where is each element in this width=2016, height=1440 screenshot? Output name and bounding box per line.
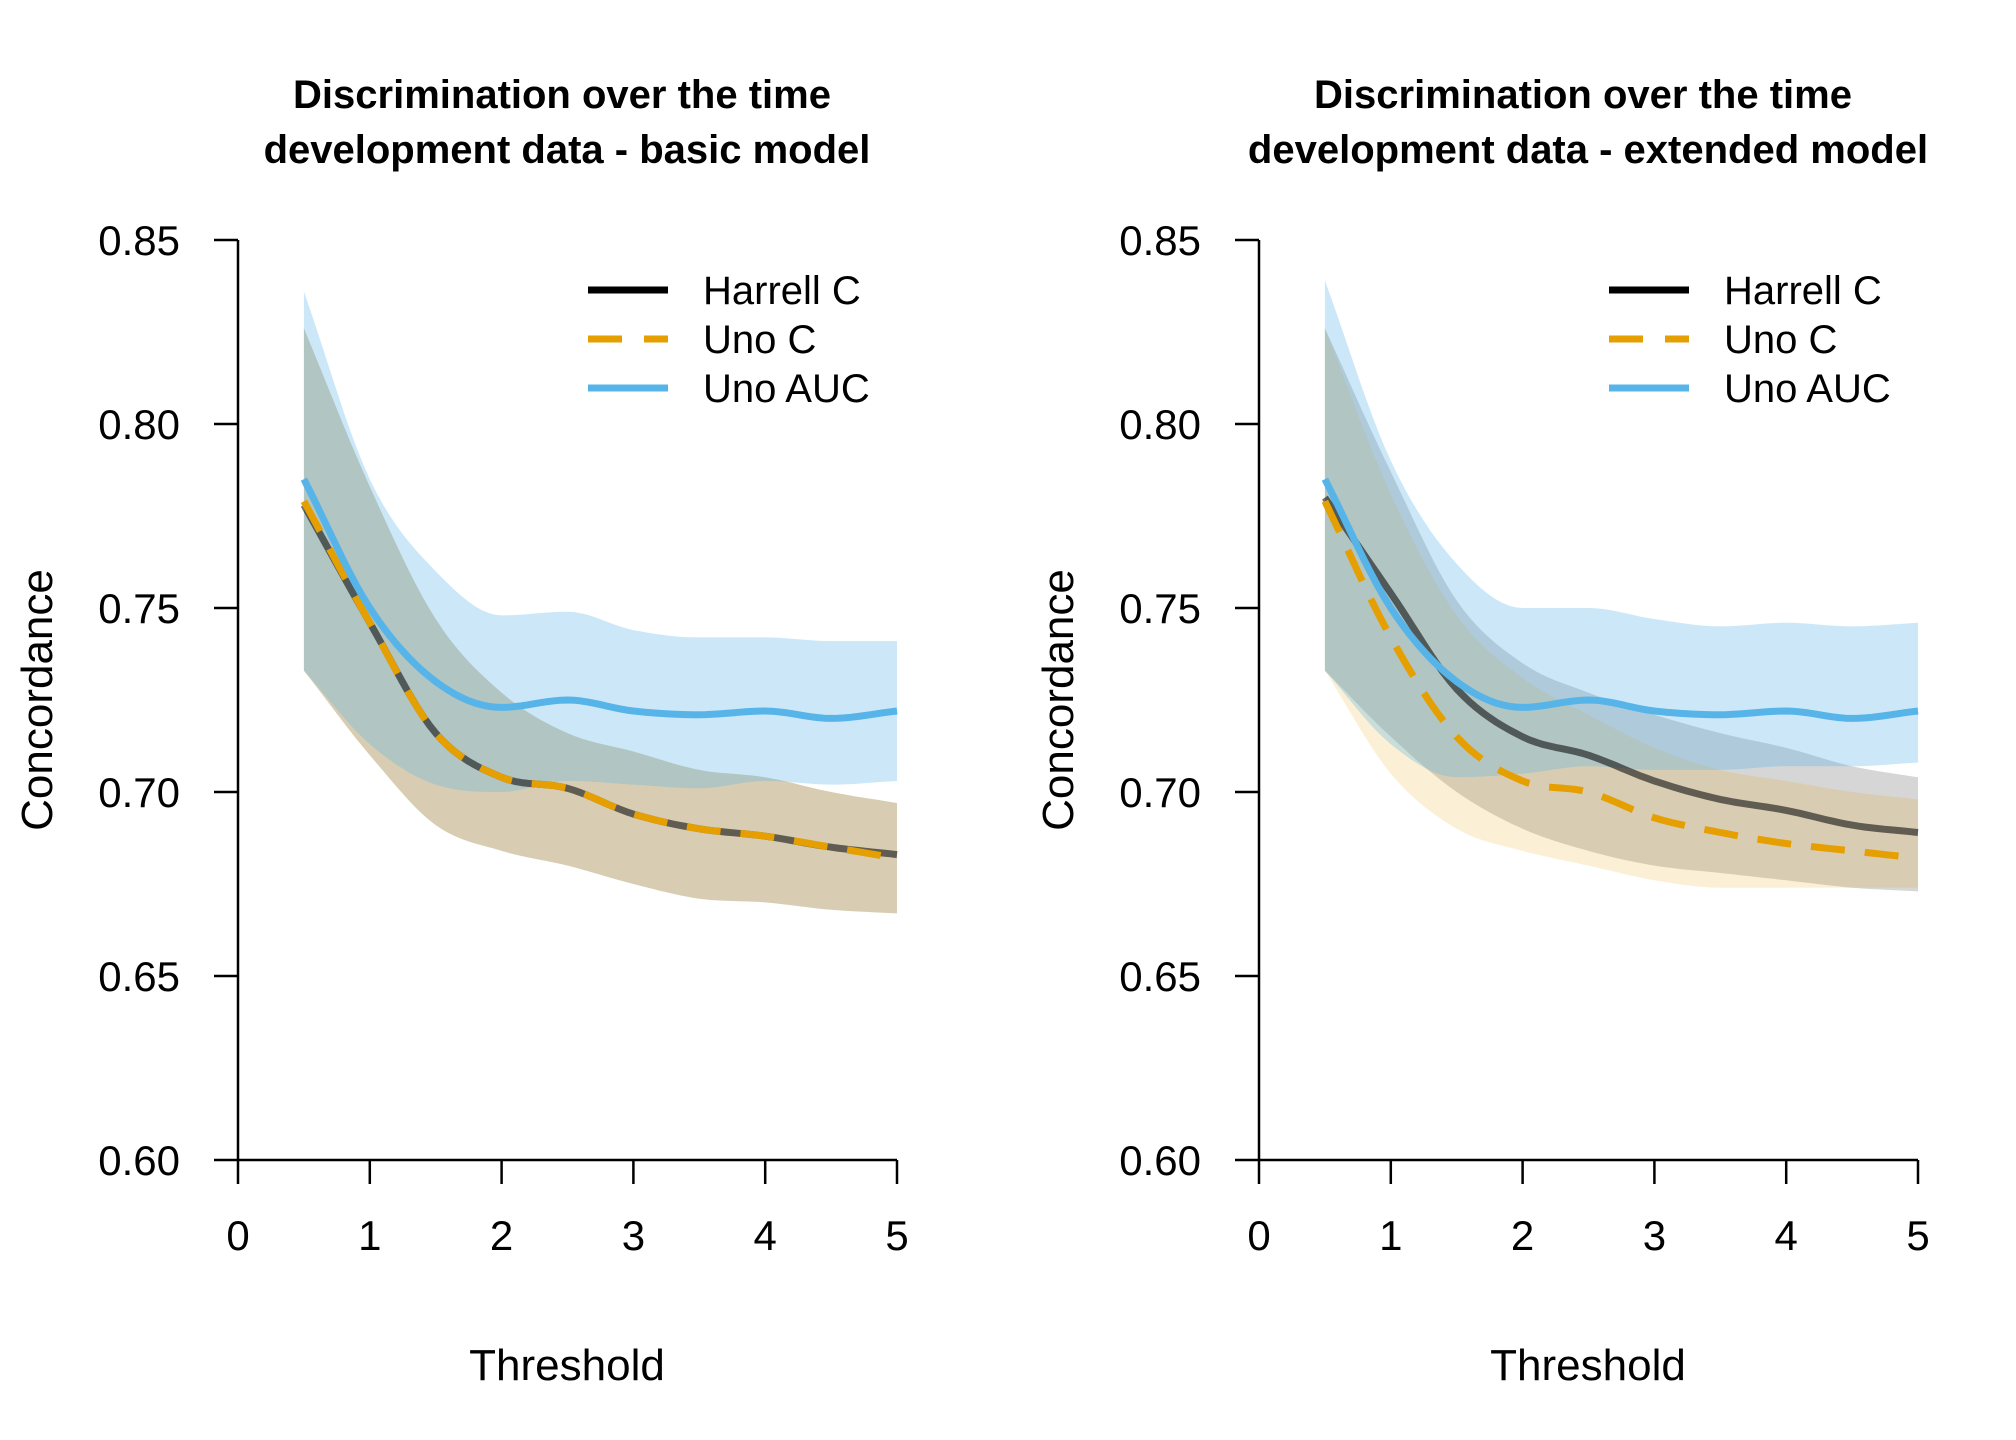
chart-title-line-2: development data - extended model [1248, 128, 1928, 172]
y-tick-label: 0.75 [98, 585, 180, 632]
y-tick-label: 0.65 [98, 953, 180, 1000]
chart-panel-basic: Discrimination over the time development… [13, 73, 909, 1390]
x-tick-label: 4 [1775, 1212, 1798, 1259]
uno-auc-line [1321, 477, 1919, 722]
y-axis-label: Concordance [13, 569, 62, 831]
y-tick-label: 0.60 [98, 1137, 180, 1184]
uno-auc-confidence-band [303, 291, 897, 792]
x-axis-label: Threshold [469, 1341, 665, 1390]
y-tick-label: 0.70 [1119, 769, 1201, 816]
chart-title-line-1: Discrimination over the time [293, 73, 831, 117]
y-tick-label: 0.85 [1119, 217, 1201, 264]
x-axis-label: Threshold [1490, 1341, 1686, 1390]
y-tick-label: 0.70 [98, 769, 180, 816]
legend-label-harrell-c: Harrell C [1724, 269, 1882, 313]
uno-c-line [300, 499, 898, 862]
x-tick-label: 0 [226, 1212, 249, 1259]
chart-title-line-1: Discrimination over the time [1314, 73, 1852, 117]
series-lines [300, 477, 898, 862]
x-tick-label: 2 [1511, 1212, 1534, 1259]
legend-label-uno-auc: Uno AUC [1724, 367, 1891, 411]
uno-c-line [1321, 499, 1919, 862]
harrell-c-confidence-band [303, 328, 897, 914]
x-tick-label: 5 [885, 1212, 908, 1259]
y-tick-label: 0.75 [1119, 585, 1201, 632]
legend: Harrell C Uno C Uno AUC [588, 269, 870, 411]
x-tick-label: 4 [754, 1212, 777, 1259]
series-lines [1321, 477, 1919, 862]
y-tick-label: 0.80 [98, 401, 180, 448]
legend-label-uno-auc: Uno AUC [703, 367, 870, 411]
axes: 0 1 2 3 4 5 0.60 0.65 0.70 0.75 0.80 0.85 [98, 217, 908, 1259]
legend: Harrell C Uno C Uno AUC [1609, 269, 1891, 411]
chart-panel-extended: Discrimination over the time development… [1034, 73, 1930, 1390]
uno-auc-line [300, 477, 898, 722]
legend-label-uno-c: Uno C [703, 318, 816, 362]
x-tick-label: 3 [1643, 1212, 1666, 1259]
y-tick-label: 0.80 [1119, 401, 1201, 448]
y-tick-label: 0.65 [1119, 953, 1201, 1000]
legend-label-uno-c: Uno C [1724, 318, 1837, 362]
x-tick-label: 1 [358, 1212, 381, 1259]
legend-label-harrell-c: Harrell C [703, 269, 861, 313]
y-tick-label: 0.85 [98, 217, 180, 264]
x-tick-label: 5 [1906, 1212, 1929, 1259]
harrell-c-line [1322, 495, 1919, 836]
chart-title-line-2: development data - basic model [264, 128, 871, 172]
uno-c-confidence-band [1324, 328, 1918, 888]
uno-auc-confidence-band [1324, 280, 1918, 778]
y-tick-label: 0.60 [1119, 1137, 1201, 1184]
x-tick-label: 3 [622, 1212, 645, 1259]
x-tick-label: 1 [1379, 1212, 1402, 1259]
x-tick-label: 2 [490, 1212, 513, 1259]
y-axis-label: Concordance [1034, 569, 1083, 831]
x-tick-label: 0 [1247, 1212, 1270, 1259]
confidence-bands [303, 291, 897, 914]
uno-c-confidence-band [303, 328, 897, 914]
axes: 0 1 2 3 4 5 0.60 0.65 0.70 0.75 0.80 0.85 [1119, 217, 1929, 1259]
